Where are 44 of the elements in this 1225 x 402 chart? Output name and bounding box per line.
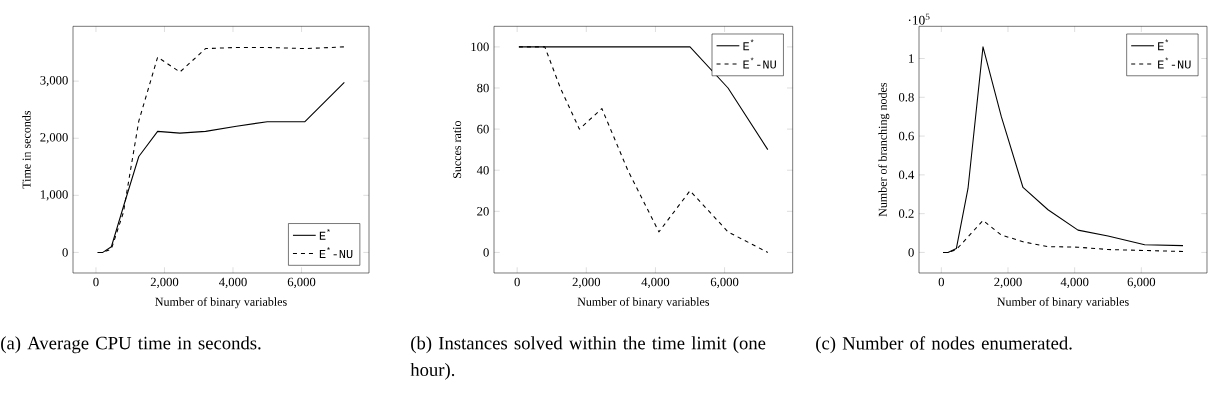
y-tick-label: 0.8 bbox=[898, 92, 914, 102]
x-tick-label: 0 bbox=[93, 277, 99, 287]
text: (c) Number of nodes enumerated. bbox=[816, 336, 1072, 354]
x-tick-label: 6,000 bbox=[287, 277, 316, 289]
x-tick-label: 4,000 bbox=[641, 277, 670, 289]
x-tick-label: 6,000 bbox=[1127, 277, 1156, 289]
text: (a) Average CPU time in seconds. bbox=[1, 336, 261, 354]
x-tick-label: 0 bbox=[938, 277, 945, 287]
legend-label: E$^{*}$-NU bbox=[1158, 57, 1191, 69]
y-axis-title: Number of branching nodes bbox=[878, 82, 890, 217]
y-tick-label: 3,000 bbox=[40, 75, 68, 87]
y-axis-title: Succes ratio bbox=[453, 120, 462, 179]
y-tick-label: 100 bbox=[471, 42, 489, 52]
y-tick-label: 0.4 bbox=[898, 170, 915, 180]
y-tick-label: 80 bbox=[477, 83, 489, 93]
y-tick-label: 0 bbox=[62, 248, 68, 257]
y-tick-label: 2,000 bbox=[40, 133, 68, 144]
y-axis-title: Time in seconds bbox=[22, 110, 31, 189]
x-tick-label: 2,000 bbox=[994, 277, 1022, 289]
legend-label: E$^{*}$-NU bbox=[743, 57, 776, 69]
legend-label: E$^{*}$ bbox=[743, 39, 754, 51]
legend-label: E$^{*}$-NU bbox=[319, 247, 353, 259]
x-tick-label: 4,000 bbox=[1060, 277, 1089, 289]
x-tick-label: 2,000 bbox=[572, 277, 601, 289]
y-tick-label: 1,000 bbox=[40, 190, 68, 201]
y-tick-label: 0.2 bbox=[898, 209, 914, 218]
text: ·10$^{5}$ bbox=[908, 13, 930, 25]
y-tick-label: 40 bbox=[476, 165, 489, 175]
x-tick-label: 2,000 bbox=[150, 277, 179, 289]
text: (b) Instances solved within the time limit (one hour). bbox=[410, 336, 766, 380]
y-tick-label: 1 bbox=[909, 54, 914, 63]
x-axis-title: Number of binary variables bbox=[155, 297, 287, 309]
x-tick-label: 6,000 bbox=[710, 277, 739, 289]
x-tick-label: 4,000 bbox=[219, 277, 247, 289]
y-tick-label: 0 bbox=[483, 248, 489, 257]
y-tick-label: 60 bbox=[477, 124, 489, 134]
legend-label: E$^{*}$ bbox=[319, 228, 330, 240]
y-tick-label: 0.6 bbox=[898, 131, 914, 141]
y-tick-label: 20 bbox=[477, 207, 489, 216]
y-tick-label: 0 bbox=[908, 248, 914, 257]
x-axis-title: Number of binary variables bbox=[997, 297, 1129, 309]
legend-label: E$^{*}$ bbox=[1158, 39, 1169, 51]
x-tick-label: 0 bbox=[514, 277, 520, 287]
x-axis-title: Number of binary variables bbox=[577, 297, 710, 309]
